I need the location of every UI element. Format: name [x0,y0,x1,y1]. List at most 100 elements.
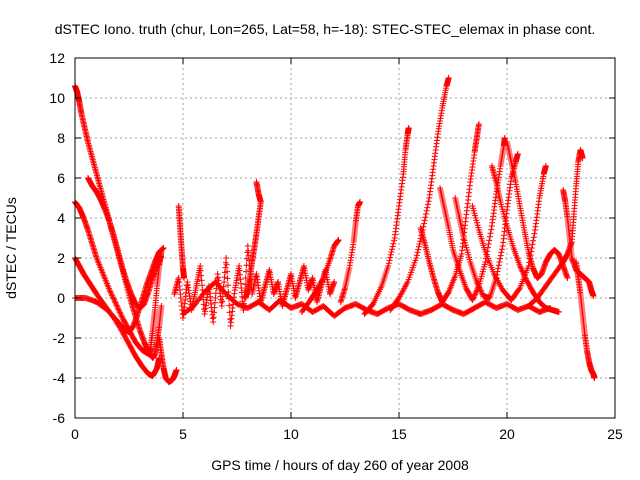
data-point [388,249,395,255]
data-point [423,211,429,217]
series-sat-u [560,187,597,299]
data-point [477,287,484,294]
data-point [106,287,113,293]
y-tick-label: -2 [53,330,66,346]
x-axis-label: GPS time / hours of day 260 of year 2008 [211,457,469,473]
grid [75,58,615,418]
data-point [109,294,116,300]
data-point [242,295,249,301]
data-point [223,261,230,268]
data-point [387,254,394,261]
data-point [514,151,521,157]
x-tick-label: 15 [391,426,407,442]
data-point [476,284,483,291]
series-sat-m [417,121,482,305]
data-point [226,302,233,309]
data-point [478,288,485,295]
series-sat-b [72,199,165,357]
data-point [555,309,562,315]
data-point [118,313,125,320]
data-point [112,299,119,306]
data-point [331,279,338,285]
data-point [522,275,529,282]
data-point [497,255,504,262]
data-point [424,201,431,208]
data-point [473,279,480,285]
data-point [547,305,554,311]
y-tick-label: 8 [57,130,65,146]
data-point [116,308,123,314]
data-point [485,241,492,247]
data-point [421,217,428,224]
data-point [111,298,118,305]
data-point [425,198,432,205]
data-point [242,281,249,288]
data-point [591,375,598,381]
data-point [488,226,495,233]
data-point [223,255,230,261]
x-tick-label: 0 [71,426,79,442]
data-point [530,237,537,244]
data-point [518,265,525,272]
data-point [529,241,536,248]
data-point [107,289,114,296]
plot-frame [74,57,616,419]
data-point [117,310,124,317]
x-tick-label: 20 [499,426,515,442]
data-point [241,294,248,301]
data-point [107,288,114,295]
series-sat-r [504,139,571,281]
data-point [118,312,125,319]
data-point [114,305,121,312]
series-sat-i [337,199,364,305]
data-point [415,243,422,250]
data-point [391,237,398,244]
y-tick-label: 10 [49,90,65,106]
data-point [445,75,452,81]
data-point [499,246,506,253]
series-sat-t [573,259,598,381]
data-point [475,283,482,290]
series-sat-p [469,163,549,303]
data-point [424,204,431,211]
data-point [225,295,232,302]
data-point [109,292,116,299]
data-point [243,268,250,275]
data-point [158,303,165,309]
data-point [240,300,247,307]
data-point [482,259,489,265]
data-point [517,264,524,271]
series-sat-g [175,203,188,281]
data-point [113,301,120,307]
data-point [487,230,494,237]
data-point [470,294,477,301]
data-point [496,259,503,265]
data-point [110,295,117,302]
data-point [516,263,523,269]
data-point [486,237,493,244]
data-point [475,281,482,288]
y-tick-label: 12 [49,50,65,66]
data-point [590,293,597,299]
data-point [477,286,483,292]
series-sat-d [72,245,167,335]
data-point [116,309,123,316]
data-point [472,291,479,298]
data-point [389,243,396,250]
y-tick-label: -4 [53,370,66,386]
data-point [158,253,165,259]
data-point [522,274,529,281]
data-point [469,297,476,303]
data-point [240,307,247,313]
data-point [416,241,423,247]
data-point [421,220,428,227]
series-sat-o [452,151,521,301]
data-point [385,263,392,269]
data-point [224,275,231,282]
series-sat-k [361,125,412,317]
data-point [357,199,364,205]
data-point [495,262,502,269]
data-point [115,306,122,313]
data-point [242,275,249,281]
